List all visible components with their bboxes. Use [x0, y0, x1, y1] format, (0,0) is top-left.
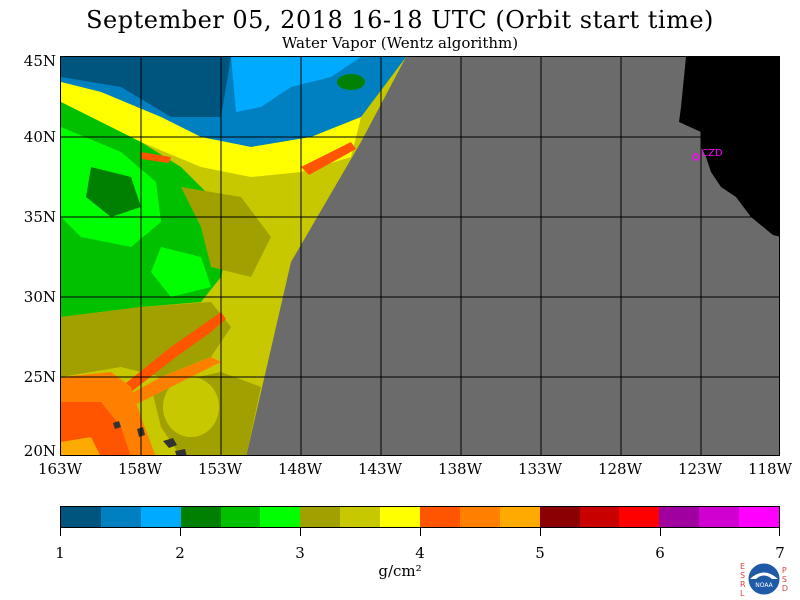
colorbar-swatch	[539, 507, 580, 527]
lat-label: 45N	[23, 52, 56, 70]
colorbar-swatch	[61, 507, 101, 527]
noaa-emblem-icon: NOAA	[747, 562, 781, 596]
colorbar-swatch	[180, 507, 221, 527]
colorbar-swatch	[420, 507, 460, 527]
lon-label: 148W	[277, 460, 323, 478]
lon-label: 143W	[357, 460, 403, 478]
colorbar-swatch	[699, 507, 740, 527]
lat-label: 25N	[23, 368, 56, 386]
colorbar-tick-label: 2	[175, 544, 185, 562]
colorbar-swatch	[739, 507, 780, 527]
station-marker	[692, 153, 700, 161]
colorbar-tick-mark	[420, 528, 421, 536]
colorbar-swatch	[100, 507, 141, 527]
colorbar-swatch	[300, 507, 341, 527]
colorbar	[60, 506, 780, 528]
colorbar-tick-mark	[60, 528, 61, 536]
lat-label: 40N	[23, 128, 56, 146]
colorbar-tick-label: 6	[655, 544, 665, 562]
lon-label: 133W	[517, 460, 563, 478]
map-graphic: CZD	[61, 57, 779, 455]
water-vapor-map: CZD	[60, 56, 780, 456]
colorbar-tick-label: 4	[415, 544, 425, 562]
lon-label: 123W	[677, 460, 723, 478]
station-label: CZD	[701, 148, 723, 159]
colorbar-tick-mark	[779, 528, 780, 536]
colorbar-tick-mark	[540, 528, 541, 536]
data-swath	[61, 57, 406, 455]
lon-label: 128W	[597, 460, 643, 478]
lon-label: 118W	[747, 460, 793, 478]
colorbar-tick-mark	[300, 528, 301, 536]
colorbar-swatch	[499, 507, 540, 527]
colorbar-tick-label: 1	[55, 544, 65, 562]
chart-title: September 05, 2018 16-18 UTC (Orbit star…	[86, 6, 714, 34]
svg-text:NOAA: NOAA	[755, 582, 773, 589]
colorbar-swatch	[619, 507, 660, 527]
colorbar-swatch	[579, 507, 620, 527]
colorbar-swatch	[220, 507, 261, 527]
lat-label: 20N	[23, 442, 56, 460]
colorbar-swatch	[140, 507, 181, 527]
map-grid	[61, 57, 779, 455]
lat-label: 35N	[23, 208, 56, 226]
colorbar-swatch	[340, 507, 381, 527]
colorbar-tick-mark	[660, 528, 661, 536]
colorbar-swatch	[380, 507, 421, 527]
colorbar-tick-mark	[180, 528, 181, 536]
lon-label: 138W	[437, 460, 483, 478]
lon-label: 158W	[117, 460, 163, 478]
chart-subtitle: Water Vapor (Wentz algorithm)	[281, 34, 519, 52]
colorbar-tick-label: 3	[295, 544, 305, 562]
colorbar-tick-label: 5	[535, 544, 545, 562]
colorbar-tick-label: 7	[775, 544, 785, 562]
colorbar-units: g/cm²	[378, 562, 422, 580]
coastline-land	[679, 57, 779, 237]
lon-label: 153W	[197, 460, 243, 478]
hawaii-islands	[113, 421, 187, 455]
colorbar-swatch	[459, 507, 500, 527]
lat-label: 30N	[23, 288, 56, 306]
lon-label: 163W	[37, 460, 83, 478]
colorbar-swatch	[659, 507, 700, 527]
colorbar-swatch	[260, 507, 301, 527]
